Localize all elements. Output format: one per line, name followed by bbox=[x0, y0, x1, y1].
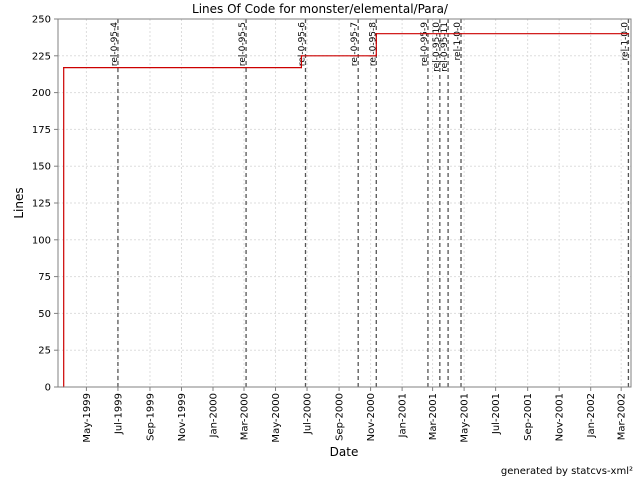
x-tick-label: Jul-1999 bbox=[113, 393, 124, 435]
y-tick-label: 75 bbox=[38, 272, 51, 283]
tag-label: rel-1-0-0 bbox=[620, 22, 630, 61]
x-tick-label: Mar-2001 bbox=[428, 393, 439, 440]
tag-label: rel-0-95-5 bbox=[238, 22, 248, 66]
x-tick-label: May-2000 bbox=[271, 393, 282, 443]
y-tick-label: 0 bbox=[45, 383, 51, 394]
y-axis-ticks: 0 25 50 75 100 125 150 175 200 225 250 bbox=[32, 15, 58, 394]
x-tick-label: Sep-1999 bbox=[145, 393, 156, 441]
x-tick-label: Jan-2002 bbox=[586, 393, 597, 438]
y-tick-label: 125 bbox=[32, 199, 51, 210]
data-point bbox=[63, 66, 65, 69]
x-tick-label: Sep-2001 bbox=[523, 393, 534, 441]
tag-label: rel-0-95-4 bbox=[110, 22, 120, 66]
tag-label: rel-0-95-6 bbox=[297, 22, 307, 66]
footer-credit: generated by statcvs-xml² bbox=[501, 466, 633, 477]
x-tick-label: Nov-1999 bbox=[177, 393, 188, 441]
x-tick-label: Sep-2000 bbox=[335, 393, 346, 441]
series-line bbox=[63, 33, 629, 387]
x-tick-label: May-2001 bbox=[460, 393, 471, 443]
y-axis-label: Lines bbox=[12, 187, 26, 218]
y-tick-label: 50 bbox=[38, 309, 51, 320]
tag-label: rel-0-95-8 bbox=[368, 22, 378, 66]
y-tick-label: 100 bbox=[32, 235, 51, 246]
x-tick-label: Nov-2000 bbox=[366, 393, 377, 441]
tag-label: rel-1-0-0 bbox=[453, 22, 463, 61]
data-point bbox=[375, 33, 377, 35]
data-point bbox=[300, 55, 302, 57]
x-tick-label: Jan-2000 bbox=[209, 393, 220, 438]
x-tick-label: Jul-2000 bbox=[303, 393, 314, 435]
tag-label: rel-0-95-10 bbox=[432, 22, 442, 72]
tag-lines: rel-0-95-4 rel-0-95-5 rel-0-95-6 rel-0-95-7… bbox=[110, 19, 630, 387]
grid bbox=[58, 18, 631, 388]
data-point bbox=[627, 33, 630, 35]
x-tick-label: Nov-2001 bbox=[555, 393, 566, 441]
chart-title: Lines Of Code for monster/elemental/Para… bbox=[192, 2, 449, 16]
y-tick-label: 250 bbox=[32, 15, 51, 26]
x-tick-label: Mar-2002 bbox=[617, 393, 628, 440]
tag-label: rel-0-95-7 bbox=[350, 22, 360, 66]
x-tick-label: Jul-2001 bbox=[491, 393, 502, 435]
x-tick-label: Jan-2001 bbox=[398, 393, 409, 438]
y-tick-label: 225 bbox=[32, 51, 51, 62]
x-axis-label: Date bbox=[330, 445, 359, 459]
data-point bbox=[300, 66, 302, 69]
tag-label: rel-0-95-9 bbox=[420, 22, 430, 66]
y-tick-label: 175 bbox=[32, 125, 51, 136]
x-tick-label: May-1999 bbox=[82, 393, 93, 443]
data-point bbox=[375, 55, 377, 57]
y-tick-label: 150 bbox=[32, 162, 51, 173]
series bbox=[63, 33, 630, 388]
y-tick-label: 200 bbox=[32, 88, 51, 99]
x-axis-ticks: May-1999 Jul-1999 Sep-1999 Nov-1999 Jan-2000… bbox=[82, 387, 628, 443]
x-tick-label: Mar-2000 bbox=[240, 393, 251, 440]
tag-label: rel-0-95-11 bbox=[440, 22, 450, 72]
y-tick-label: 25 bbox=[38, 346, 51, 357]
